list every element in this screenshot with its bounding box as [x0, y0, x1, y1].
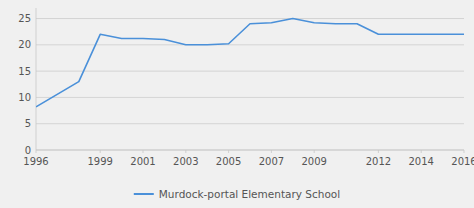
x-tick-label: 2012 [366, 156, 391, 167]
x-tick-label: 2016 [451, 156, 474, 167]
series-line [36, 19, 464, 107]
x-tick-label: 2014 [408, 156, 433, 167]
legend-label: Murdock-portal Elementary School [159, 188, 340, 200]
y-tick-label: 0 [25, 145, 31, 156]
x-tick [271, 150, 272, 153]
x-tick [314, 150, 315, 153]
grid-line [36, 44, 464, 45]
grid-line [36, 123, 464, 124]
x-tick [378, 150, 379, 153]
x-tick [185, 150, 186, 153]
x-tick [464, 150, 465, 153]
x-tick-label: 1999 [87, 156, 112, 167]
x-tick-label: 1996 [23, 156, 48, 167]
plot-area [36, 19, 464, 107]
y-axis-line [36, 8, 37, 150]
y-grid [36, 19, 464, 150]
grid-line [36, 18, 464, 19]
background [0, 0, 474, 208]
y-tick-label: 5 [25, 118, 31, 129]
x-tick [421, 150, 422, 153]
chart-svg: 0 5 10 15 20 25 1996 1999 2001 2003 2005 2007 2009 20… [0, 0, 474, 208]
x-tick [100, 150, 101, 153]
grid-line [36, 71, 464, 72]
x-tick-label: 2001 [130, 156, 155, 167]
x-tick-label: 2005 [216, 156, 241, 167]
x-tick [143, 150, 144, 153]
chart-container: 0 5 10 15 20 25 1996 1999 2001 2003 2005 2007 2009 20… [0, 0, 474, 208]
y-tick-label: 10 [18, 92, 31, 103]
x-tick [228, 150, 229, 153]
y-tick-label: 15 [18, 66, 31, 77]
x-tick-label: 2003 [173, 156, 198, 167]
grid-line [36, 97, 464, 98]
y-tick-label: 20 [18, 39, 31, 50]
x-tick-label: 2009 [301, 156, 326, 167]
legend-swatch [134, 193, 154, 195]
x-tick [36, 150, 37, 153]
legend: Murdock-portal Elementary School [134, 188, 340, 200]
y-tick-label: 25 [18, 13, 31, 24]
x-tick-label: 2007 [259, 156, 284, 167]
